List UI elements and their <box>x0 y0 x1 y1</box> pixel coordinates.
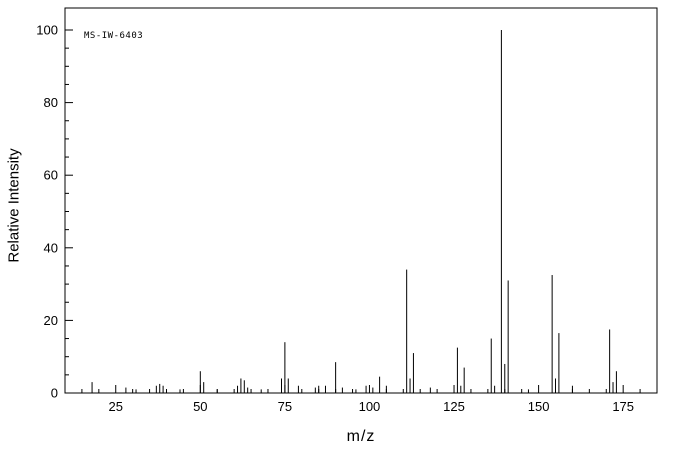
y-tick-label: 0 <box>51 386 58 401</box>
x-tick-label: 50 <box>193 399 207 414</box>
x-tick-label: 125 <box>443 399 465 414</box>
x-tick-label: 150 <box>528 399 550 414</box>
x-tick-label: 100 <box>359 399 381 414</box>
x-tick-label: 75 <box>278 399 292 414</box>
spectrum-id-label: MS-IW-6403 <box>84 31 144 41</box>
y-tick-label: 20 <box>44 313 58 328</box>
plot-frame <box>64 7 658 394</box>
y-tick-label: 80 <box>44 95 58 110</box>
x-tick-label: 25 <box>109 399 123 414</box>
y-tick-label: 60 <box>44 168 58 183</box>
y-tick-label: 100 <box>36 23 58 38</box>
x-axis-title: m/z <box>346 428 376 445</box>
y-tick-label: 40 <box>44 240 58 255</box>
x-tick-label: 175 <box>612 399 634 414</box>
